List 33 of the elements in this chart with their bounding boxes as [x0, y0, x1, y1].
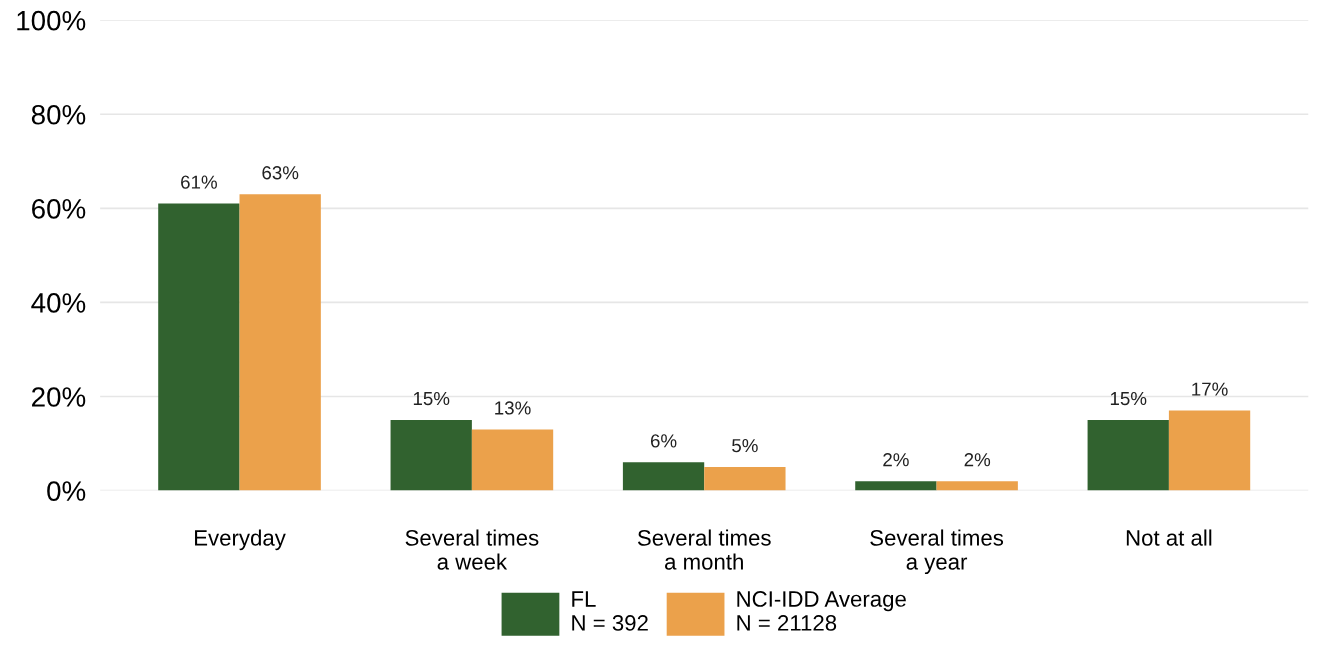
bar	[936, 481, 1018, 491]
y-tick-label: 20%	[32, 387, 86, 407]
y-tick-label: 0%	[47, 481, 86, 501]
legend-label: FL N = 392	[572, 591, 648, 631]
data-label: 6%	[650, 434, 677, 448]
data-label: 13%	[495, 401, 531, 415]
data-label: 5%	[732, 439, 758, 453]
data-label: 2%	[883, 453, 909, 467]
bar	[390, 420, 472, 491]
x-tick-label: Everyday	[195, 529, 286, 551]
data-label: 15%	[1110, 391, 1147, 406]
bar	[855, 481, 937, 491]
x-tick-label: Several times a week	[405, 529, 539, 570]
data-label: 61%	[181, 175, 217, 189]
bar	[704, 467, 786, 491]
y-tick-label: 100%	[17, 10, 86, 31]
data-label: 2%	[964, 453, 991, 467]
bar	[239, 194, 321, 491]
y-tick-label: 60%	[32, 198, 86, 219]
x-tick-label: Not at all	[1126, 529, 1212, 546]
bar	[1087, 420, 1169, 491]
bar	[158, 203, 240, 491]
data-label: 63%	[262, 166, 299, 180]
data-label: 15%	[413, 391, 450, 406]
legend-label: NCI-IDD Average N = 21128	[737, 591, 906, 631]
bar	[622, 462, 705, 491]
x-tick-label: Several times a month	[637, 529, 771, 570]
y-tick-label: 80%	[31, 104, 86, 125]
y-tick-label: 40%	[31, 293, 86, 313]
x-tick-label: Several times a year	[870, 529, 1004, 575]
bar	[1168, 410, 1251, 491]
data-label: 17%	[1192, 382, 1228, 396]
bar	[471, 429, 554, 491]
